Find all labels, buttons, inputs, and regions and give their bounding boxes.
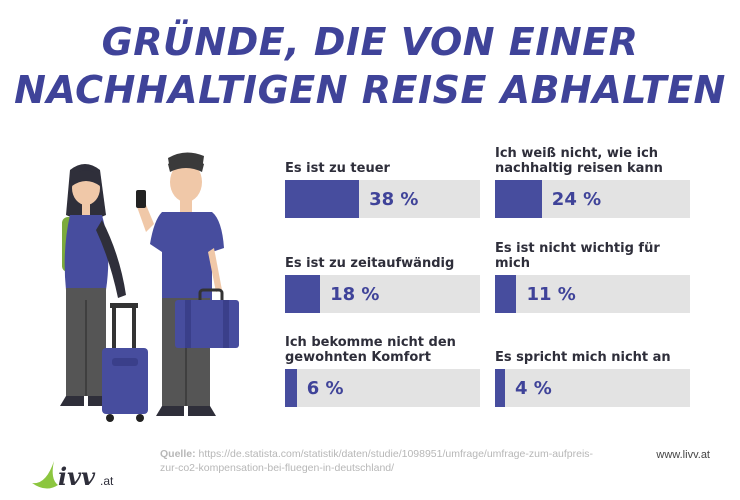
category-label: Es spricht mich nicht an: [495, 335, 690, 369]
source-url-line-1[interactable]: https://de.statista.com/statistik/daten/…: [195, 448, 594, 460]
chart-item: Es ist nicht wichtig für mich 11 %: [495, 241, 690, 313]
title-line-2: NACHHALTIGEN REISE ABHALTEN: [14, 68, 726, 112]
bar-track: 4 %: [495, 369, 690, 407]
bar-track: 11 %: [495, 275, 690, 313]
bar: [495, 369, 505, 407]
suitcase-icon: [102, 303, 148, 422]
category-label-line: Ich weiß nicht, wie ich: [495, 146, 659, 161]
value-label: 18 %: [330, 283, 380, 305]
livv-logo: ivv .at: [32, 461, 114, 491]
value-label: 11 %: [526, 283, 576, 305]
category-label-line: Es ist zu zeitaufwändig: [285, 256, 455, 271]
bar: [495, 180, 542, 218]
chart-item: Ich weiß nicht, wie ich nachhaltig reisen…: [495, 146, 690, 218]
chart-item: Es spricht mich nicht an 4 %: [495, 335, 690, 407]
bar-track: 24 %: [495, 180, 690, 218]
travelers-illustration: [60, 152, 239, 422]
category-label: Es ist zu teuer: [285, 146, 480, 180]
category-label-line: gewohnten Komfort: [285, 350, 431, 365]
website-link[interactable]: www.livv.at: [656, 449, 710, 461]
title-line-1: GRÜNDE, DIE VON EINER: [101, 20, 639, 64]
bar: [495, 275, 517, 313]
logo-text: ivv: [58, 462, 96, 491]
category-label-line: Es ist zu teuer: [285, 161, 390, 176]
woman-figure: [60, 164, 126, 406]
category-label: Es ist nicht wichtig für mich: [495, 241, 690, 275]
bar: [285, 275, 321, 313]
category-label-line: Ich bekomme nicht den: [285, 335, 456, 350]
bar: [285, 180, 360, 218]
category-label: Es ist zu zeitaufwändig: [285, 241, 480, 275]
category-label: Ich bekomme nicht den gewohnten Komfort: [285, 335, 480, 369]
briefcase-icon: [175, 288, 239, 348]
category-label-line: Es ist nicht wichtig für mich: [495, 241, 660, 271]
category-label-line: Es spricht mich nicht an: [495, 350, 671, 365]
bar-track: 6 %: [285, 369, 480, 407]
bar-track: 18 %: [285, 275, 480, 313]
value-label: 24 %: [551, 188, 602, 210]
page-title: GRÜNDE, DIE VON EINER NACHHALTIGEN REISE…: [0, 18, 740, 114]
value-label: 4 %: [515, 377, 552, 399]
bar: [285, 369, 297, 407]
category-label-line: nachhaltig reisen kann: [495, 161, 663, 176]
chart-item: Ich bekomme nicht den gewohnten Komfort 6 …: [285, 335, 480, 407]
value-label: 6 %: [306, 377, 344, 399]
value-label: 38 %: [369, 188, 419, 210]
logo-suffix: .at: [100, 474, 114, 488]
source-note: Quelle: https://de.statista.com/statisti…: [160, 447, 630, 475]
man-figure: [136, 152, 224, 416]
category-label: Ich weiß nicht, wie ich nachhaltig reisen…: [495, 146, 690, 180]
bar-track: 38 %: [285, 180, 480, 218]
chart-item: Es ist zu zeitaufwändig 18 %: [285, 241, 480, 313]
source-url-line-2[interactable]: zur-co2-kompensation-bei-fluegen-in-deut…: [160, 462, 395, 474]
source-label: Quelle:: [160, 448, 196, 460]
chart-item: Es ist zu teuer 38 %: [285, 146, 480, 218]
